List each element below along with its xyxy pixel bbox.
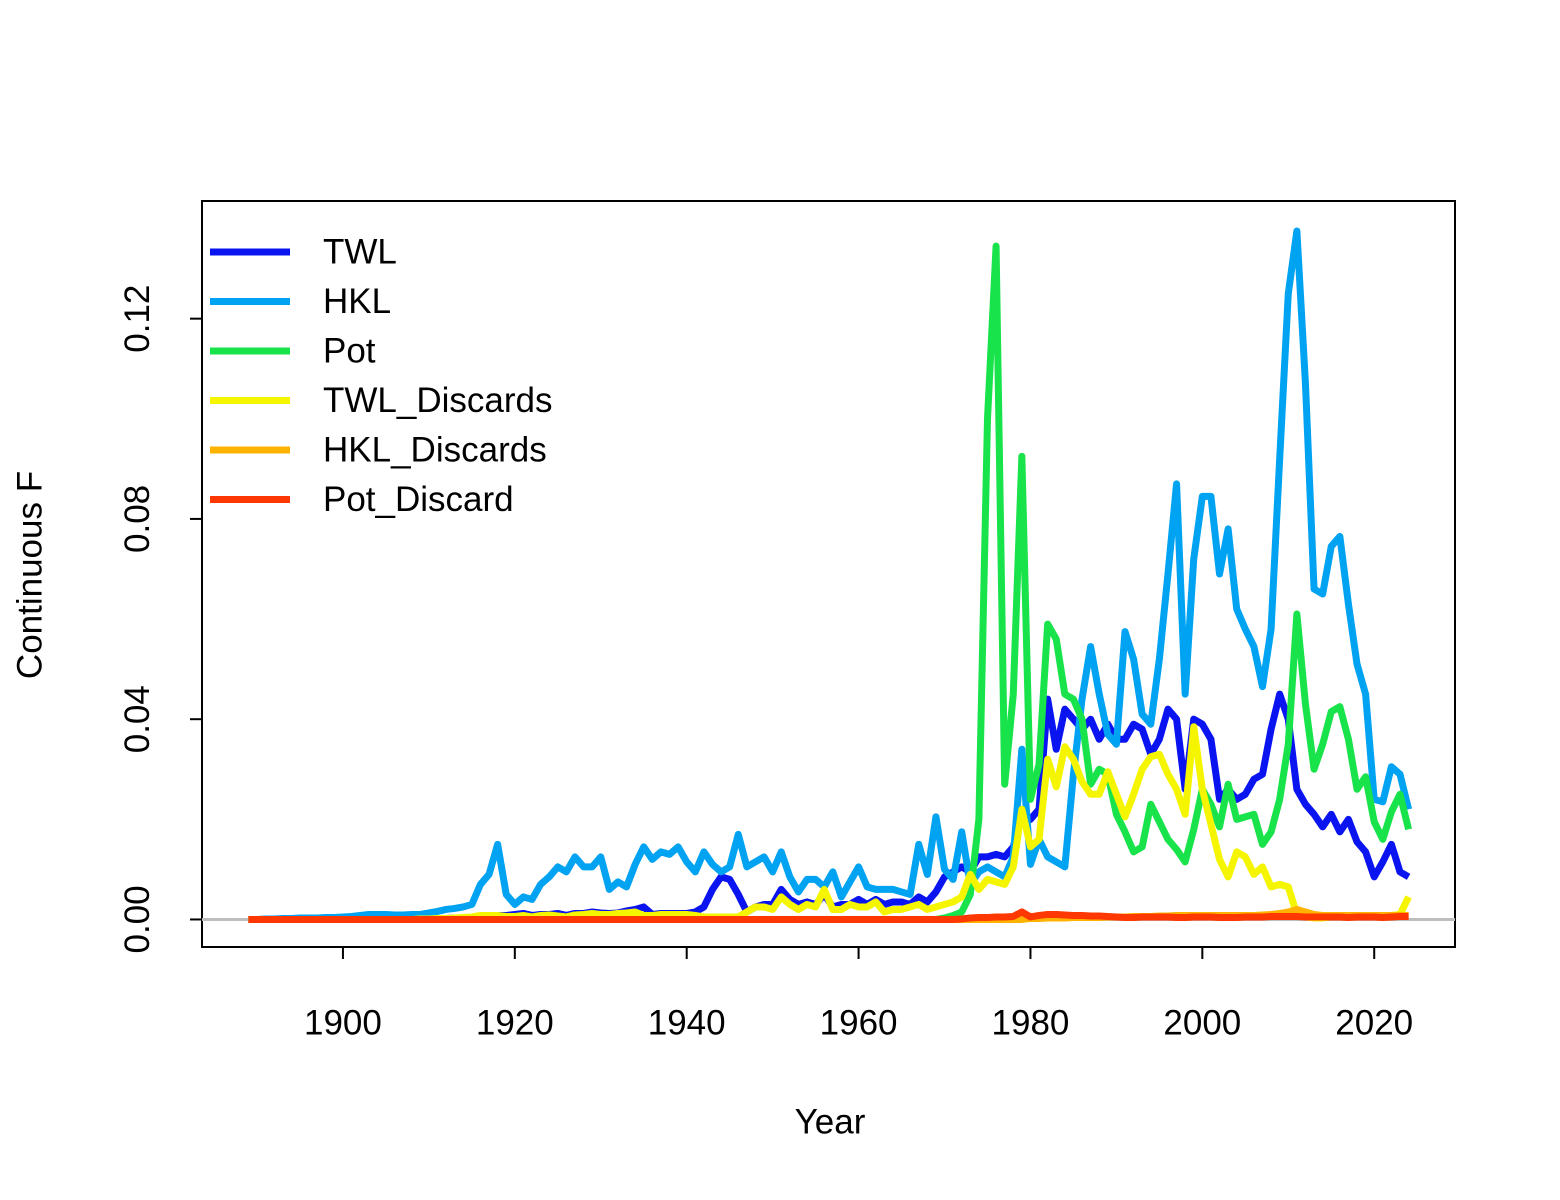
x-tick-label: 2020 [1335, 1003, 1413, 1042]
series-line [248, 227, 1412, 923]
legend-label: HKL [323, 282, 391, 321]
legend-label: HKL_Discards [323, 430, 547, 469]
legend-label: Pot_Discard [323, 480, 514, 519]
legend-label: Pot [323, 331, 376, 370]
series-line [248, 723, 1412, 923]
y-tick-label: 0.00 [118, 885, 157, 953]
y-axis-label: Continuous F [10, 471, 49, 679]
x-axis-label: Year [795, 1102, 866, 1141]
x-tick-label: 1940 [648, 1003, 726, 1042]
x-tick-label: 1980 [992, 1003, 1070, 1042]
y-tick-label: 0.08 [118, 485, 157, 553]
legend-label: TWL [323, 232, 397, 271]
y-tick-label: 0.04 [118, 685, 157, 753]
x-tick-label: 1900 [304, 1003, 382, 1042]
series-line [248, 908, 1409, 923]
x-tick-label: 1920 [476, 1003, 554, 1042]
x-tick-label: 1960 [820, 1003, 898, 1042]
y-tick-label: 0.12 [118, 285, 157, 353]
legend-label: TWL_Discards [323, 381, 552, 420]
x-tick-label: 2000 [1163, 1003, 1241, 1042]
